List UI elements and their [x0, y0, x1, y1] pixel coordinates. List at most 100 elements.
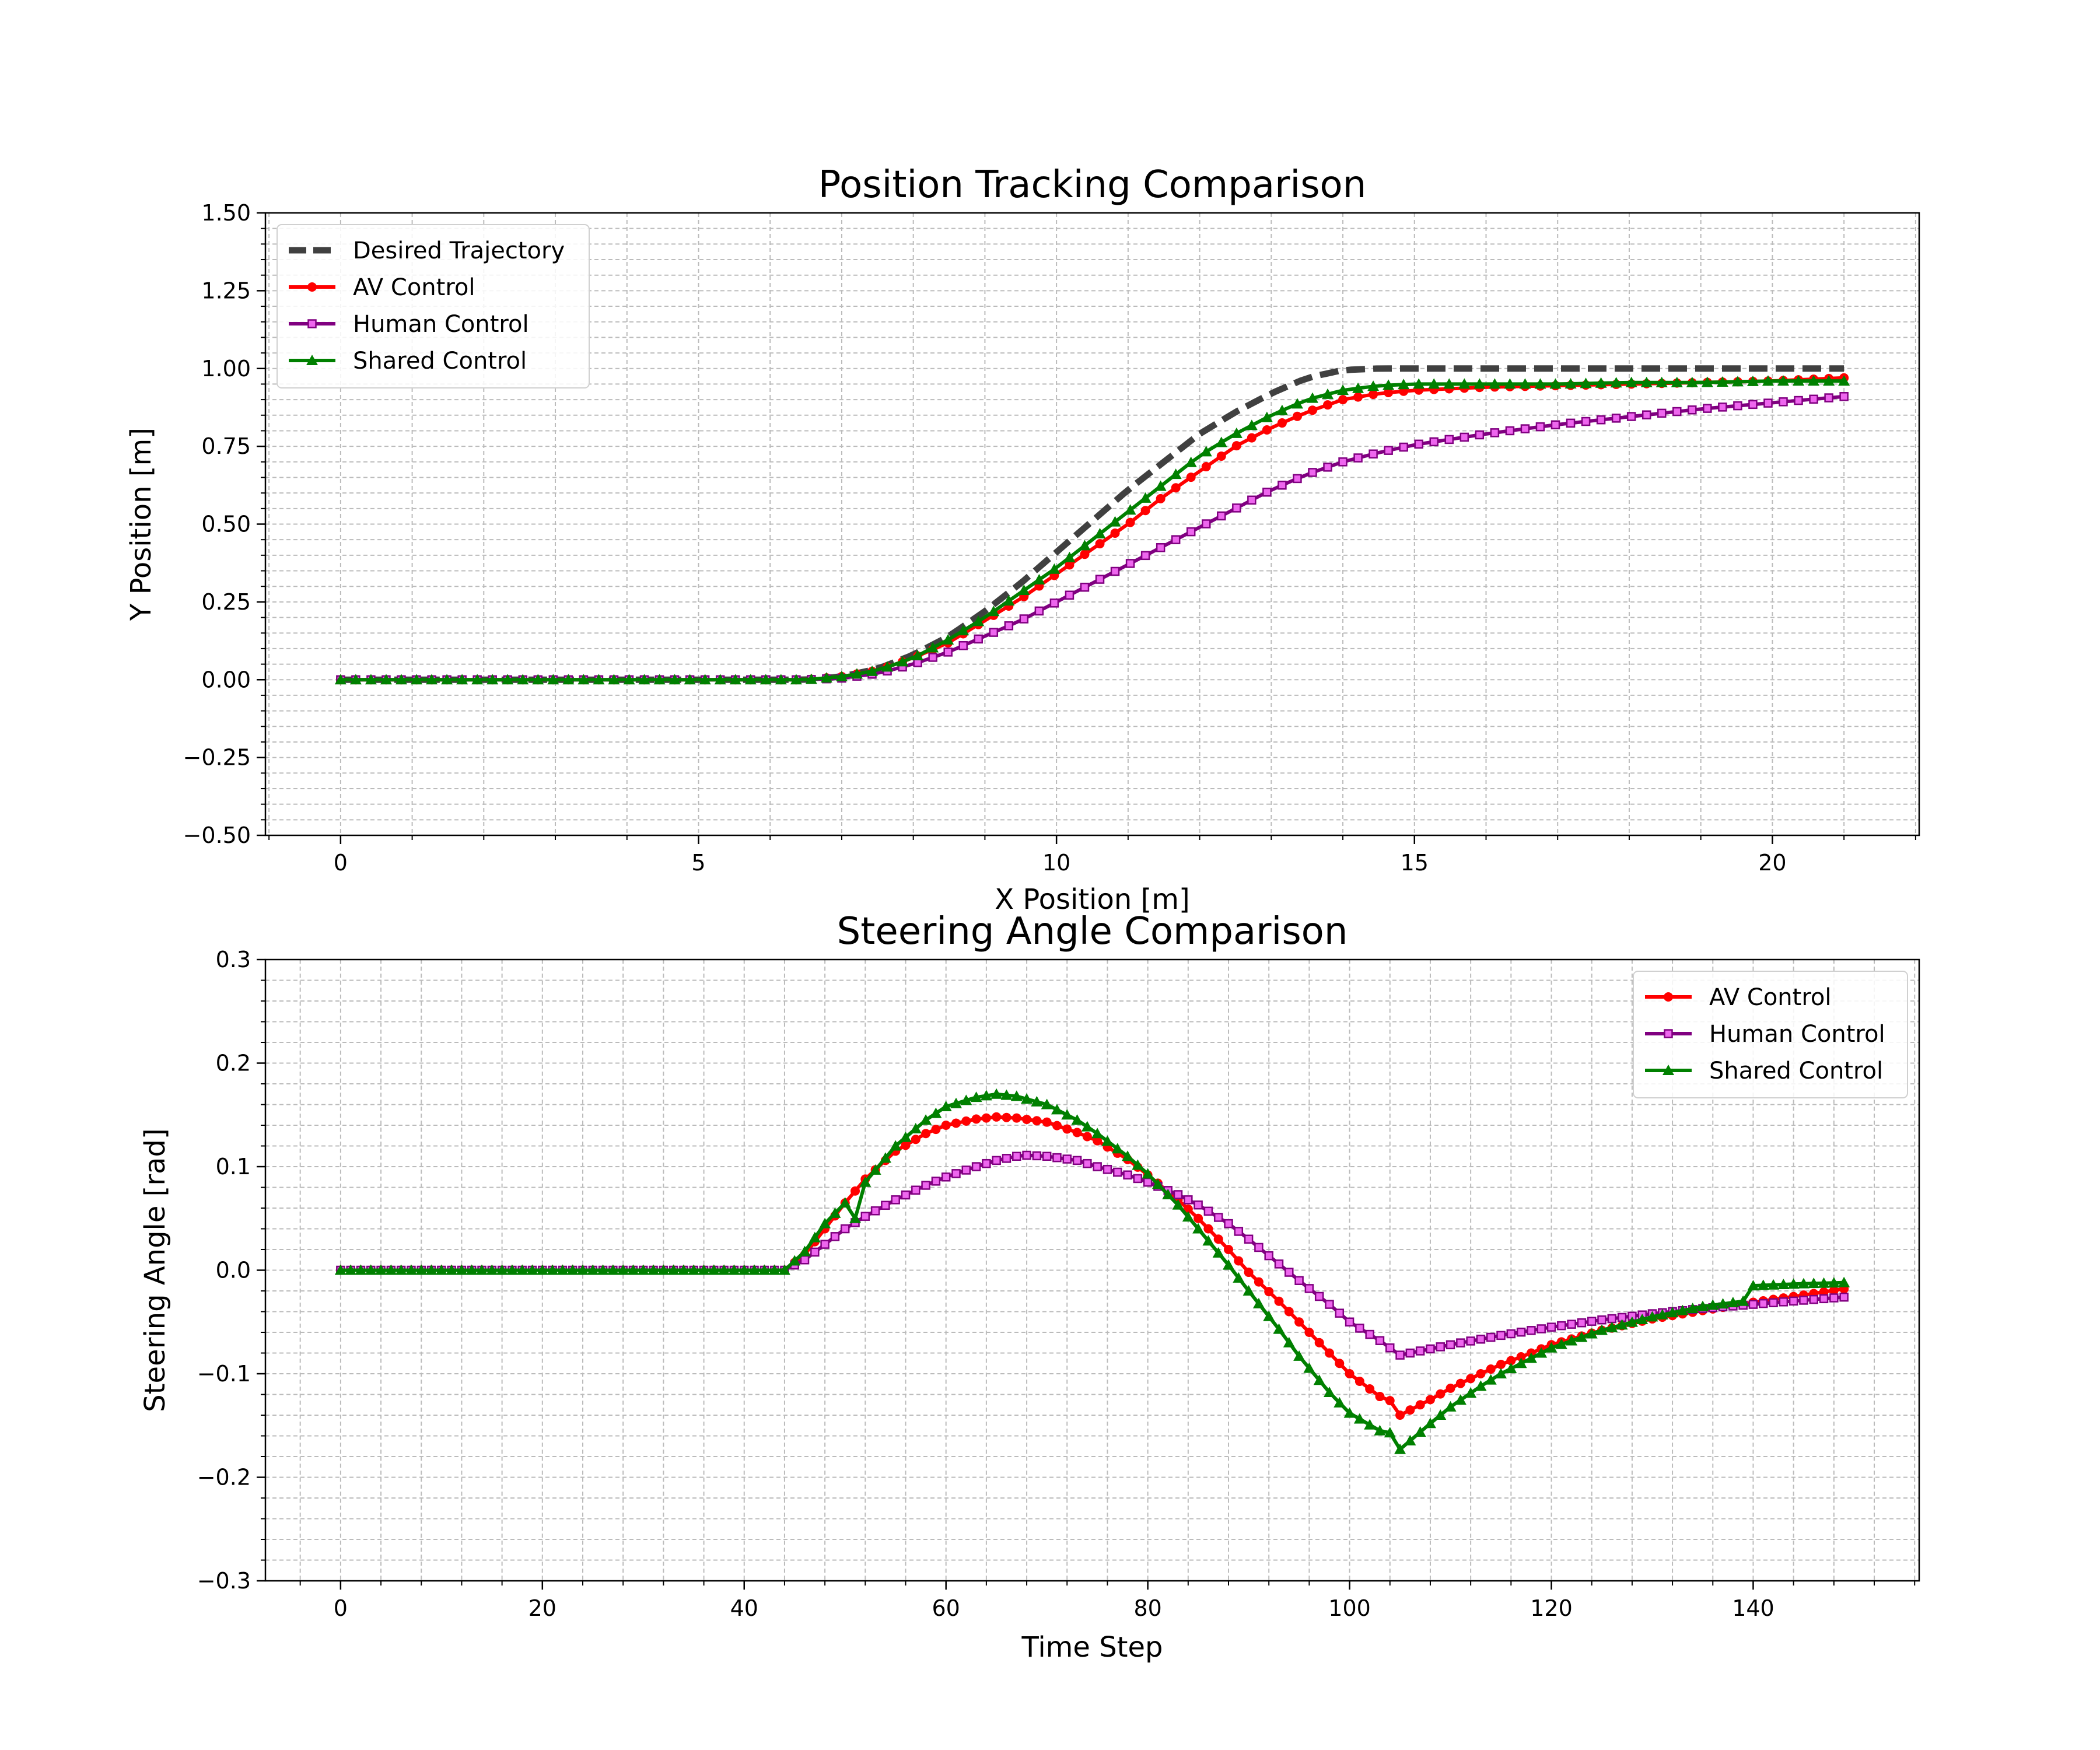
data-point-shared-control	[1564, 377, 1577, 388]
data-point-shared-control	[1343, 1407, 1356, 1418]
data-point-shared-control	[1504, 378, 1516, 389]
data-point-shared-control	[1646, 1311, 1658, 1322]
data-point-human-control	[1490, 428, 1500, 438]
data-point-human-control	[1247, 495, 1256, 505]
y-tick-label: 0.3	[216, 947, 251, 972]
data-point-human-control	[1819, 1294, 1829, 1304]
data-point-human-control	[989, 628, 999, 637]
data-point-shared-control	[1727, 1296, 1739, 1307]
data-point-shared-control	[1787, 1278, 1800, 1289]
data-point-shared-control	[1777, 375, 1790, 386]
data-point-av-control	[1486, 1364, 1496, 1374]
data-point-human-control	[1748, 400, 1758, 410]
data-point-av-control	[971, 1114, 981, 1124]
y-tick-label: 1.25	[201, 278, 251, 303]
data-point-shared-control	[729, 674, 741, 685]
data-point-av-control	[1224, 1245, 1234, 1254]
data-point-shared-control	[456, 1264, 468, 1275]
data-point-shared-control	[820, 672, 832, 683]
series-shared-control	[334, 375, 1850, 685]
data-point-shared-control	[957, 625, 970, 636]
data-point-human-control	[1688, 405, 1697, 415]
data-point-shared-control	[547, 1264, 559, 1275]
data-point-shared-control	[1686, 376, 1698, 387]
data-point-human-control	[1506, 1329, 1516, 1339]
legend-box	[276, 224, 590, 388]
data-point-shared-control	[1838, 375, 1850, 386]
data-point-shared-control	[1640, 376, 1653, 387]
data-point-av-control	[1516, 1352, 1526, 1362]
data-point-av-control	[921, 1129, 931, 1139]
data-point-shared-control	[1182, 1211, 1194, 1222]
position-legend: Desired Trajectory AV Control Human Contro…	[276, 224, 590, 388]
x-tick-label: 40	[730, 1595, 758, 1621]
data-point-av-control	[1125, 517, 1135, 527]
data-point-shared-control	[1313, 1374, 1325, 1385]
data-point-av-control	[1234, 1256, 1244, 1266]
data-point-human-control	[1338, 457, 1348, 467]
data-point-human-control	[1748, 1300, 1758, 1309]
data-point-human-control	[974, 634, 984, 644]
data-point-human-control	[1355, 1324, 1364, 1333]
data-point-shared-control	[866, 665, 878, 676]
data-point-av-control	[1082, 1132, 1092, 1142]
y-tick-label: −0.25	[183, 745, 251, 771]
data-point-shared-control	[395, 674, 407, 685]
data-point-shared-control	[839, 1197, 851, 1208]
data-point-shared-control	[1757, 1279, 1769, 1290]
data-point-shared-control	[395, 1264, 407, 1275]
data-point-human-control	[1429, 437, 1438, 447]
data-point-av-control	[1284, 1307, 1294, 1317]
data-point-shared-control	[496, 1264, 508, 1275]
data-point-shared-control	[1162, 1188, 1174, 1199]
data-point-human-control	[958, 640, 968, 650]
data-point-shared-control	[829, 1207, 841, 1218]
data-point-shared-control	[1079, 540, 1091, 551]
data-point-shared-control	[1263, 1310, 1275, 1321]
position-tracking-panel: 0 5 10 15 20 −0.50 −0.25 0.00 0.25 0.50 0.75 1.00 1.…	[125, 163, 1920, 916]
data-point-shared-control	[471, 674, 484, 685]
data-point-shared-control	[890, 1140, 902, 1151]
data-point-shared-control	[1701, 376, 1713, 387]
data-point-human-control	[1779, 1297, 1788, 1307]
position-y-axis-label: Y Position [m]	[125, 428, 158, 621]
data-point-shared-control	[698, 1264, 710, 1275]
data-point-shared-control	[587, 1264, 599, 1275]
data-point-shared-control	[1636, 1313, 1648, 1324]
data-point-human-control	[1083, 1158, 1092, 1168]
data-point-shared-control	[1838, 1276, 1850, 1287]
data-point-shared-control	[850, 668, 863, 679]
data-point-human-control	[1596, 415, 1606, 425]
data-point-shared-control	[799, 1245, 811, 1256]
data-point-av-control	[992, 1112, 1002, 1122]
data-point-shared-control	[1580, 377, 1592, 388]
legend-label: Shared Control	[1709, 1058, 1883, 1084]
data-point-human-control	[1203, 1206, 1213, 1216]
data-point-human-control	[1125, 559, 1135, 568]
data-point-human-control	[931, 1177, 941, 1186]
y-tick-label: 0.0	[216, 1258, 251, 1283]
legend-label: Human Control	[1709, 1021, 1885, 1048]
data-point-shared-control	[1122, 1150, 1134, 1161]
data-point-shared-control	[744, 674, 757, 685]
data-point-shared-control	[897, 656, 909, 667]
data-point-human-control	[1799, 1296, 1808, 1305]
data-point-shared-control	[1596, 1324, 1608, 1335]
data-point-shared-control	[1404, 1434, 1416, 1446]
legend-item-av-control: AV Control	[1645, 984, 1831, 1011]
data-point-human-control	[1171, 535, 1181, 544]
data-point-human-control	[1657, 408, 1667, 418]
data-point-shared-control	[1606, 1321, 1618, 1332]
data-point-shared-control	[1021, 1093, 1033, 1104]
data-point-av-control	[1231, 441, 1241, 451]
data-point-shared-control	[487, 674, 499, 685]
data-point-shared-control	[1716, 376, 1728, 387]
data-point-shared-control	[758, 1264, 771, 1275]
data-point-shared-control	[1717, 1298, 1729, 1309]
data-point-av-control	[1506, 1356, 1516, 1366]
data-point-human-control	[1345, 1317, 1354, 1326]
data-point-shared-control	[960, 1094, 972, 1105]
data-point-av-control	[1052, 1121, 1062, 1130]
data-point-shared-control	[1000, 1089, 1013, 1100]
data-point-shared-control	[1525, 1352, 1537, 1363]
